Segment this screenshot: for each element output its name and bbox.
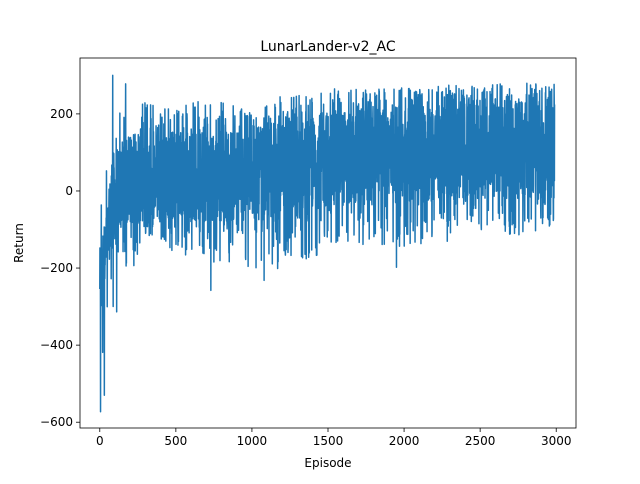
x-axis: 0 500 1000 1500 2000 2500 3000 <box>96 428 572 448</box>
y-tick-label: 200 <box>50 107 73 121</box>
y-axis-label: Return <box>12 223 26 263</box>
x-tick-label: 3000 <box>541 434 572 448</box>
y-axis: −600 −400 −200 0 200 <box>40 107 80 429</box>
y-tick-label: −200 <box>40 261 73 275</box>
x-tick-label: 2000 <box>389 434 420 448</box>
y-tick-label: 0 <box>65 184 73 198</box>
x-tick-label: 0 <box>96 434 104 448</box>
x-tick-label: 500 <box>164 434 187 448</box>
x-tick-label: 1500 <box>313 434 344 448</box>
y-tick-label: −600 <box>40 415 73 429</box>
x-tick-label: 2500 <box>465 434 496 448</box>
y-tick-label: −400 <box>40 338 73 352</box>
x-tick-label: 1000 <box>237 434 268 448</box>
chart-title: LunarLander-v2_AC <box>260 39 395 55</box>
x-axis-label: Episode <box>304 456 351 470</box>
axes-frame <box>79 57 577 429</box>
plot-area <box>99 74 556 413</box>
return-series-line <box>99 74 556 413</box>
